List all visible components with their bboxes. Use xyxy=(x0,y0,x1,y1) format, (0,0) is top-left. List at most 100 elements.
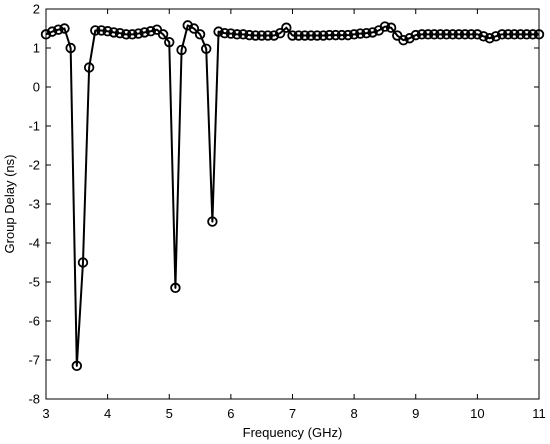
data-point xyxy=(225,28,237,39)
data-point xyxy=(484,33,495,44)
data-point xyxy=(102,26,113,37)
data-point xyxy=(237,29,249,40)
y-tick-label: -6 xyxy=(28,314,40,329)
data-point xyxy=(324,29,335,41)
data-point xyxy=(157,29,169,40)
data-point xyxy=(348,29,360,40)
data-point xyxy=(311,30,323,41)
data-point xyxy=(355,28,366,39)
x-tick-label: 5 xyxy=(166,406,173,421)
data-point xyxy=(194,29,206,40)
data-point xyxy=(46,26,58,37)
axis-ticks xyxy=(45,8,540,400)
data-point xyxy=(453,29,465,40)
data-point xyxy=(108,27,119,38)
data-point xyxy=(521,29,532,40)
x-tick-label: 4 xyxy=(104,406,111,421)
data-point xyxy=(416,29,428,40)
plot-data xyxy=(40,20,545,372)
data-point xyxy=(342,29,354,41)
data-point xyxy=(170,282,181,294)
data-point xyxy=(527,29,539,40)
data-point xyxy=(53,24,64,35)
plot-frame xyxy=(45,8,540,400)
y-tick-label: 2 xyxy=(33,2,40,17)
data-point xyxy=(71,360,83,372)
data-point xyxy=(287,30,298,41)
data-point xyxy=(472,29,483,40)
data-point xyxy=(127,29,138,40)
data-point xyxy=(281,22,292,33)
y-tick-label: -7 xyxy=(28,353,40,368)
y-tick-label: 0 xyxy=(33,80,40,95)
x-axis-title: Frequency (GHz) xyxy=(243,425,343,440)
data-point xyxy=(379,21,391,32)
data-point xyxy=(466,29,477,40)
data-point xyxy=(318,30,329,41)
y-tick-label: -2 xyxy=(28,158,40,173)
y-tick-label: -1 xyxy=(28,119,40,134)
data-point xyxy=(219,27,230,39)
data-point xyxy=(385,22,397,33)
data-point xyxy=(299,30,311,41)
data-point xyxy=(90,25,101,36)
x-tick-label: 10 xyxy=(470,406,484,421)
y-tick-label: -4 xyxy=(28,236,40,251)
x-tick-label: 6 xyxy=(227,406,234,421)
data-point xyxy=(250,30,261,41)
data-point xyxy=(83,62,95,73)
x-tick-label: 9 xyxy=(412,406,419,421)
data-point xyxy=(59,23,70,34)
data-point xyxy=(77,257,89,268)
data-point xyxy=(305,30,317,41)
data-point xyxy=(496,29,508,40)
data-point xyxy=(120,29,132,40)
data-point xyxy=(330,29,341,41)
data-point xyxy=(459,29,471,40)
data-point xyxy=(274,27,286,39)
data-point xyxy=(478,31,489,42)
data-point xyxy=(293,30,304,41)
data-point xyxy=(429,29,440,40)
data-point xyxy=(441,29,452,40)
data-point xyxy=(164,36,175,48)
y-axis-title: Group Delay (ns) xyxy=(2,155,17,254)
data-point xyxy=(435,29,446,40)
y-tick-label: -3 xyxy=(28,197,40,212)
y-tick-label: -5 xyxy=(28,275,40,290)
x-tick-label: 8 xyxy=(351,406,358,421)
data-point xyxy=(515,29,526,40)
data-point xyxy=(509,29,520,40)
x-tick-label: 3 xyxy=(42,406,49,421)
x-tick-label: 11 xyxy=(532,406,546,421)
data-point xyxy=(133,28,144,39)
data-point xyxy=(114,27,126,39)
data-point xyxy=(96,25,107,36)
data-point xyxy=(231,29,243,40)
data-point xyxy=(502,29,514,40)
data-point xyxy=(207,216,218,227)
x-tick-label: 7 xyxy=(289,406,296,421)
data-point xyxy=(176,44,187,56)
data-point xyxy=(139,27,150,38)
y-tick-label: 1 xyxy=(33,41,40,56)
data-point xyxy=(490,31,502,42)
data-point xyxy=(367,27,378,38)
series-line xyxy=(45,24,539,367)
data-point xyxy=(65,42,76,54)
data-point xyxy=(213,26,224,37)
data-point xyxy=(361,27,372,39)
data-point xyxy=(201,43,212,54)
data-point xyxy=(398,35,409,46)
data-point xyxy=(262,30,274,41)
data-point xyxy=(410,29,421,41)
data-point xyxy=(447,29,458,40)
data-point xyxy=(256,30,267,41)
data-point xyxy=(336,29,348,41)
data-point xyxy=(422,29,434,40)
data-point xyxy=(244,29,255,41)
y-tick-label: -8 xyxy=(28,392,40,407)
data-point xyxy=(268,30,280,41)
